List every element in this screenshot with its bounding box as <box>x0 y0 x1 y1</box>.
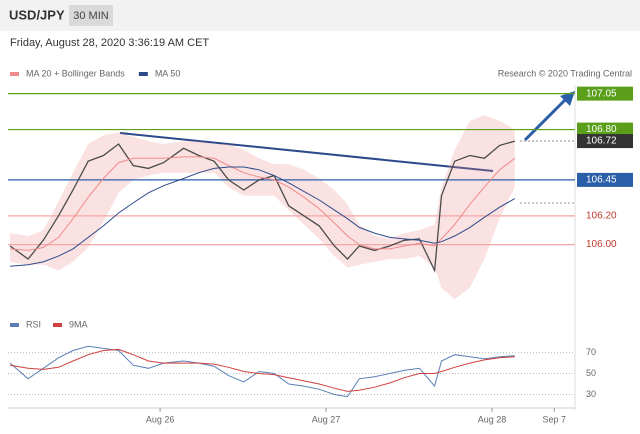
ma-line <box>10 156 516 251</box>
legend-swatch <box>53 323 63 327</box>
attribution: Research © 2020 Trading Central <box>498 68 632 78</box>
timeframe[interactable]: 30 MIN <box>73 10 109 22</box>
symbol: USD/JPY <box>9 7 65 22</box>
legend-label: RSI <box>26 319 41 329</box>
level-label: 106.20 <box>586 210 617 221</box>
rsi-tick-label: 30 <box>586 389 596 399</box>
rsi-line <box>9 345 515 398</box>
timestamp: Friday, August 28, 2020 3:36:19 AM CET <box>10 37 209 49</box>
timeframe-tab[interactable] <box>69 5 113 26</box>
legend-swatch <box>10 72 19 76</box>
bollinger-band <box>10 115 515 300</box>
level-label: 106.00 <box>586 239 617 250</box>
forecast-arrow <box>523 97 568 142</box>
level-label: 106.45 <box>586 175 617 186</box>
x-tick-label: Aug 28 <box>478 414 507 424</box>
legend-label: MA 20 + Bollinger Bands <box>26 68 125 78</box>
forecast-arrowhead <box>560 91 575 106</box>
level-label: 106.72 <box>586 136 617 147</box>
rsi-tick-label: 50 <box>586 368 596 378</box>
legend-swatch <box>138 72 148 76</box>
legend-label: 9MA <box>69 319 88 329</box>
level-label: 107.05 <box>586 88 617 99</box>
rsi-line <box>10 348 515 392</box>
trend-line <box>119 132 494 172</box>
x-tick-label: Sep 7 <box>542 414 566 424</box>
x-tick-label: Aug 27 <box>312 414 341 424</box>
level-box <box>577 172 633 187</box>
level-box <box>577 122 633 137</box>
level-box <box>577 134 633 149</box>
level-label: 106.80 <box>586 124 617 135</box>
legend-label: MA 50 <box>155 68 181 78</box>
legend-swatch <box>10 323 19 327</box>
x-tick-label: Aug 26 <box>146 414 175 424</box>
rsi-tick-label: 70 <box>586 347 596 357</box>
ma-line <box>10 166 516 267</box>
level-box <box>577 86 633 101</box>
